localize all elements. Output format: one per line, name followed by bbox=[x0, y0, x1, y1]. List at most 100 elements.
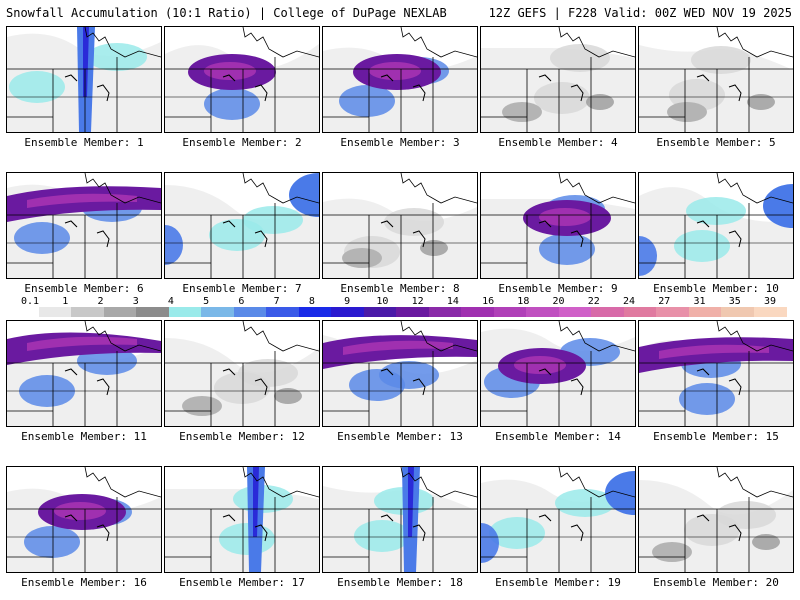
colorbar-tick-label: 3 bbox=[132, 296, 139, 307]
map-panel-member-14 bbox=[480, 320, 636, 427]
colorbar-swatch bbox=[461, 307, 494, 317]
member-caption: Ensemble Member: 19 bbox=[495, 576, 621, 589]
colorbar-tick-label: 10 bbox=[376, 296, 389, 307]
member-caption: Ensemble Member: 16 bbox=[21, 576, 147, 589]
member-caption: Ensemble Member: 2 bbox=[182, 136, 302, 149]
colorbar-swatch bbox=[71, 307, 104, 317]
snowfall-map bbox=[481, 467, 635, 572]
colorbar-swatch bbox=[136, 307, 169, 317]
colorbar-swatch bbox=[168, 307, 202, 317]
colorbar-tick-label: 16 bbox=[482, 296, 495, 307]
colorbar-tick-label: 14 bbox=[446, 296, 459, 307]
member-caption: Ensemble Member: 11 bbox=[21, 430, 147, 443]
snowfall-map bbox=[323, 321, 477, 426]
colorbar-swatch bbox=[623, 307, 657, 317]
snowfall-map bbox=[7, 467, 161, 572]
colorbar-swatch bbox=[428, 307, 462, 317]
map-panel-member-20 bbox=[638, 466, 794, 573]
snowfall-map bbox=[7, 27, 161, 132]
snowfall-map bbox=[481, 173, 635, 278]
snowfall-map bbox=[165, 173, 319, 278]
snowfall-map bbox=[323, 27, 477, 132]
member-caption: Ensemble Member: 18 bbox=[337, 576, 463, 589]
colorbar-swatch bbox=[103, 307, 137, 317]
colorbar-tick-label: 8 bbox=[308, 296, 315, 307]
colorbar-tick-label: 39 bbox=[763, 296, 777, 307]
map-panel-member-12 bbox=[164, 320, 320, 427]
colorbar-swatch bbox=[6, 307, 39, 317]
member-caption: Ensemble Member: 20 bbox=[653, 576, 779, 589]
colorbar-swatch bbox=[656, 307, 689, 317]
snowfall-map bbox=[7, 321, 161, 426]
map-panel-member-8 bbox=[322, 172, 478, 279]
colorbar-tick-label: 9 bbox=[344, 296, 351, 307]
snowfall-map bbox=[639, 467, 793, 572]
snowfall-map bbox=[323, 173, 477, 278]
colorbar-tick-label: 1 bbox=[62, 296, 69, 307]
colorbar-tick-label: 31 bbox=[693, 296, 706, 307]
map-panel-member-7 bbox=[164, 172, 320, 279]
member-caption: Ensemble Member: 9 bbox=[498, 282, 618, 295]
member-caption: Ensemble Member: 6 bbox=[24, 282, 144, 295]
map-panel-member-16 bbox=[6, 466, 162, 573]
member-caption: Ensemble Member: 13 bbox=[337, 430, 463, 443]
colorbar bbox=[6, 307, 787, 317]
member-caption: Ensemble Member: 5 bbox=[656, 136, 776, 149]
snowfall-map bbox=[481, 27, 635, 132]
snowfall-map bbox=[639, 173, 793, 278]
colorbar-swatch bbox=[526, 307, 559, 317]
colorbar-tick-label: 12 bbox=[411, 296, 424, 307]
snowfall-map bbox=[323, 467, 477, 572]
colorbar-swatch bbox=[591, 307, 624, 317]
colorbar-swatch bbox=[201, 307, 234, 317]
map-panel-member-6 bbox=[6, 172, 162, 279]
chart-title: Snowfall Accumulation (10:1 Ratio) | Col… bbox=[6, 6, 447, 20]
colorbar-tick-label: 22 bbox=[587, 296, 600, 307]
map-panel-member-11 bbox=[6, 320, 162, 427]
map-panel-member-1 bbox=[6, 26, 162, 133]
colorbar-tick-label: 24 bbox=[623, 296, 636, 307]
colorbar-swatch bbox=[331, 307, 364, 317]
snowfall-map bbox=[639, 27, 793, 132]
member-caption: Ensemble Member: 3 bbox=[340, 136, 460, 149]
member-caption: Ensemble Member: 7 bbox=[182, 282, 302, 295]
member-caption: Ensemble Member: 15 bbox=[653, 430, 779, 443]
map-panel-member-4 bbox=[480, 26, 636, 133]
map-panel-member-13 bbox=[322, 320, 478, 427]
colorbar-tick-label: 27 bbox=[658, 296, 671, 307]
map-panel-member-15 bbox=[638, 320, 794, 427]
colorbar-swatch bbox=[558, 307, 592, 317]
map-panel-member-9 bbox=[480, 172, 636, 279]
colorbar-swatch bbox=[493, 307, 527, 317]
colorbar-swatch bbox=[233, 307, 267, 317]
colorbar-tick-label: 0.1 bbox=[20, 296, 40, 307]
member-caption: Ensemble Member: 10 bbox=[653, 282, 779, 295]
member-caption: Ensemble Member: 12 bbox=[179, 430, 305, 443]
map-panel-member-17 bbox=[164, 466, 320, 573]
colorbar-tick-label: 35 bbox=[728, 296, 741, 307]
map-panel-member-18 bbox=[322, 466, 478, 573]
colorbar-swatch bbox=[753, 307, 787, 317]
colorbar-tick-label: 20 bbox=[552, 296, 565, 307]
colorbar-swatch bbox=[688, 307, 722, 317]
colorbar-tick-label: 4 bbox=[167, 296, 174, 307]
member-caption: Ensemble Member: 17 bbox=[179, 576, 305, 589]
member-caption: Ensemble Member: 1 bbox=[24, 136, 144, 149]
snowfall-map bbox=[7, 173, 161, 278]
colorbar-tick-label: 6 bbox=[238, 296, 245, 307]
snowfall-map bbox=[165, 27, 319, 132]
run-info: 12Z GEFS | F228 Valid: 00Z WED NOV 19 20… bbox=[488, 6, 792, 20]
colorbar-swatch bbox=[38, 307, 72, 317]
snowfall-map bbox=[481, 321, 635, 426]
snowfall-map bbox=[165, 467, 319, 572]
snowfall-map bbox=[639, 321, 793, 426]
map-panel-member-5 bbox=[638, 26, 794, 133]
map-panel-member-3 bbox=[322, 26, 478, 133]
colorbar-tick-label: 2 bbox=[97, 296, 104, 307]
colorbar-swatch bbox=[363, 307, 397, 317]
colorbar-swatch bbox=[298, 307, 332, 317]
member-caption: Ensemble Member: 8 bbox=[340, 282, 460, 295]
colorbar-tick-label: 5 bbox=[203, 296, 210, 307]
snowfall-map bbox=[165, 321, 319, 426]
colorbar-swatch bbox=[396, 307, 429, 317]
